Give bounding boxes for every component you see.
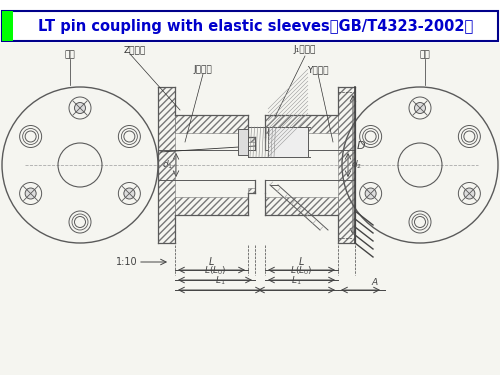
Bar [265,115,338,133]
Text: 标志: 标志 [64,50,76,59]
Bar [175,197,248,215]
Text: $d_2$: $d_2$ [351,159,362,171]
Text: Z型轴孔: Z型轴孔 [124,45,146,54]
Text: 1:10: 1:10 [116,257,138,267]
Text: $D$: $D$ [356,139,366,151]
Circle shape [124,188,135,199]
Circle shape [124,188,135,199]
Text: $d_1$: $d_1$ [162,159,173,171]
Circle shape [74,102,86,114]
Text: $L$: $L$ [298,255,305,267]
Bar [2,11,498,41]
Circle shape [74,102,86,114]
Circle shape [25,188,36,199]
Text: $A$: $A$ [371,276,379,287]
Circle shape [74,102,86,114]
Text: $L$: $L$ [208,255,215,267]
Circle shape [464,188,475,199]
Circle shape [124,188,135,199]
Bar [175,115,248,133]
Circle shape [124,188,135,199]
Text: J型轴孔: J型轴孔 [194,65,212,74]
Text: Y型轴孔: Y型轴孔 [307,65,329,74]
Circle shape [365,188,376,199]
Bar [248,188,255,193]
Text: J₁型轴孔: J₁型轴孔 [294,45,316,54]
Bar [338,87,355,243]
Bar [268,127,308,157]
Bar [0,0,500,43]
Circle shape [74,102,86,114]
Bar [265,197,338,215]
Circle shape [25,188,36,199]
Circle shape [414,102,426,114]
Circle shape [74,102,86,114]
Text: $L_1$: $L_1$ [291,274,302,287]
Circle shape [25,188,36,199]
Bar [158,87,175,243]
Bar [248,137,255,142]
Text: $L(L_0)$: $L(L_0)$ [204,264,227,277]
Circle shape [124,188,135,199]
Text: 标志: 标志 [420,50,430,59]
Text: $L_1$: $L_1$ [214,274,226,287]
Bar [238,129,248,155]
Text: $L(L_0)$: $L(L_0)$ [290,264,313,277]
Circle shape [25,188,36,199]
Text: LT pin coupling with elastic sleeves（GB/T4323-2002）: LT pin coupling with elastic sleeves（GB/… [38,18,474,33]
Circle shape [25,188,36,199]
Bar [2,11,13,41]
